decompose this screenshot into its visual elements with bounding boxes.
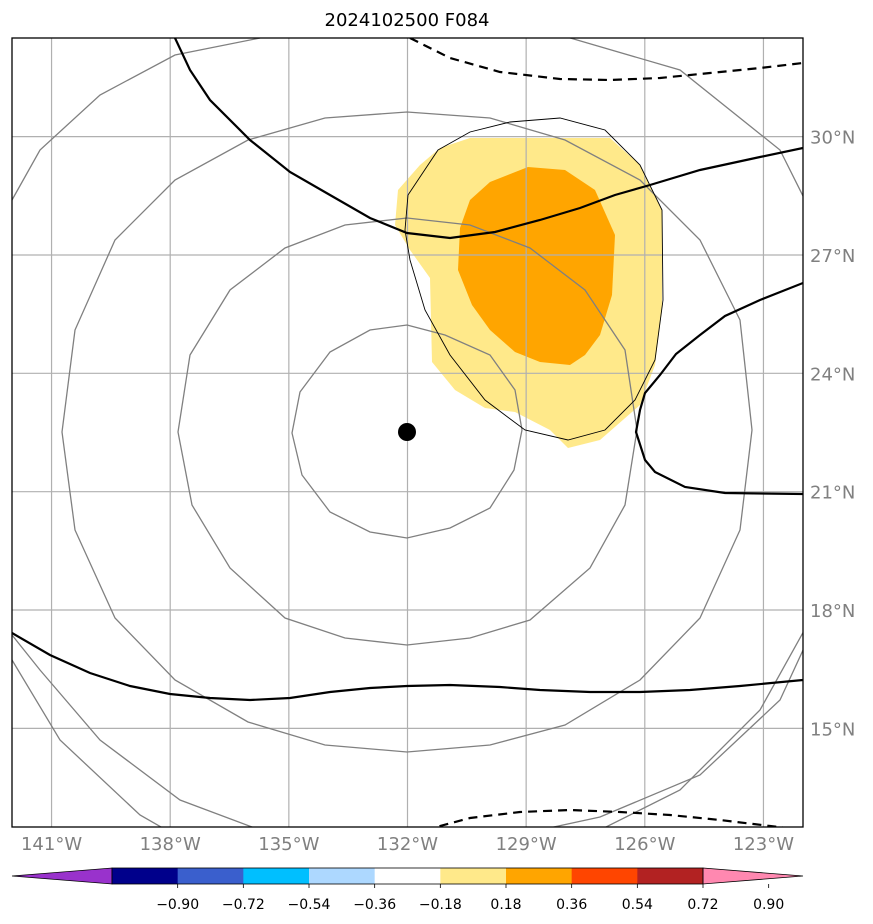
range-ring-3: [61, 111, 753, 753]
colorbar-swatch: [177, 868, 244, 884]
solid-contour-south: [12, 632, 803, 702]
solid-contour-east: [634, 281, 803, 496]
colorbar-tick-label: 0.18: [490, 897, 521, 913]
range-ring-4: [12, 38, 803, 827]
latitude-gridlines: [12, 136, 803, 729]
colorbar-tick-label: −0.90: [156, 897, 199, 913]
dashed-contours: [409, 38, 803, 827]
colorbar-frame: [111, 867, 704, 885]
latitude-labels: 30°N 27°N 24°N 21°N 18°N 15°N: [810, 128, 855, 741]
map-title: 2024102500 F084: [325, 10, 490, 31]
thin-contour: [404, 117, 664, 441]
lat-tick-label: 21°N: [810, 483, 855, 504]
colorbar-extend-high: [702, 867, 804, 885]
solid-contours: [12, 38, 803, 702]
lat-tick-label: 27°N: [810, 246, 855, 267]
colorbar-tick-label: 0.90: [753, 897, 784, 913]
dashed-contour-south: [431, 808, 788, 827]
colorbar-tick-label: −0.36: [353, 897, 396, 913]
colorbar-swatch: [243, 868, 310, 884]
colorbar-tick-label: −0.18: [419, 897, 462, 913]
anomaly-fill-orange: [458, 167, 615, 365]
colorbar-tick-label: −0.54: [288, 897, 331, 913]
colorbar: [11, 867, 804, 888]
lon-tick-label: 126°W: [614, 834, 675, 855]
solid-contour-north: [174, 38, 803, 240]
colorbar-swatch: [637, 868, 704, 884]
lon-tick-label: 141°W: [21, 834, 82, 855]
lon-tick-label: 138°W: [140, 834, 201, 855]
plot-area: [12, 38, 803, 827]
colorbar-tick-label: 0.36: [556, 897, 587, 913]
colorbar-extend-low: [11, 867, 113, 885]
plot-frame: [11, 37, 804, 828]
colorbar-labels: −0.90 −0.72 −0.54 −0.36 −0.18 0.18 0.36 0.54 0.7…: [156, 897, 784, 913]
lat-tick-label: 24°N: [810, 364, 855, 385]
colorbar-tick-label: 0.54: [622, 897, 653, 913]
longitude-labels: 141°W 138°W 135°W 132°W 129°W 126°W 123°W: [21, 834, 794, 855]
colorbar-tick-label: 0.72: [687, 897, 718, 913]
colorbar-swatch: [112, 868, 179, 884]
lon-tick-label: 123°W: [733, 834, 794, 855]
colorbar-swatch: [309, 868, 376, 884]
colorbar-swatch: [506, 868, 573, 884]
colorbar-tick-label: −0.72: [222, 897, 265, 913]
lat-tick-label: 18°N: [810, 601, 855, 622]
lat-tick-label: 15°N: [810, 719, 855, 740]
center-marker: [398, 423, 416, 441]
range-ring-2: [177, 217, 638, 646]
lon-tick-label: 135°W: [258, 834, 319, 855]
lon-tick-label: 129°W: [496, 834, 557, 855]
colorbar-swatch: [374, 868, 441, 884]
lat-tick-label: 30°N: [810, 128, 855, 149]
lon-tick-label: 132°W: [377, 834, 438, 855]
colorbar-swatch: [571, 868, 638, 884]
colorbar-swatch: [440, 868, 507, 884]
dashed-contour-north: [409, 38, 803, 82]
range-ring-1: [291, 324, 523, 539]
